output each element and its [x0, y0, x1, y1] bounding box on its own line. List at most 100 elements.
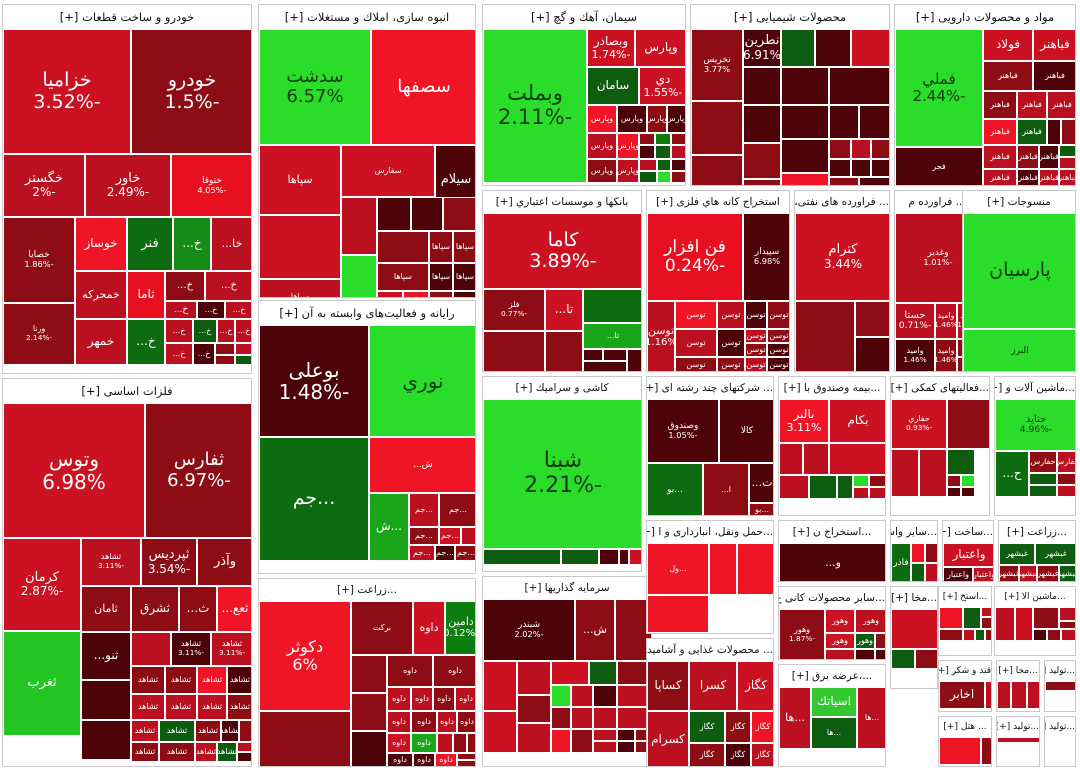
- treemap-tile[interactable]: داوه: [413, 601, 445, 655]
- treemap-tile[interactable]: [975, 629, 985, 641]
- treemap-tile[interactable]: ثشاهد: [197, 694, 227, 720]
- treemap-tile[interactable]: فلز -0.77%: [483, 289, 545, 331]
- sector-cement[interactable]: سیمان، آهك و گچ [+] وبملت -2.11% وبصادر -1.7…: [482, 4, 686, 186]
- treemap-tile[interactable]: [891, 449, 919, 497]
- treemap-tile[interactable]: خ...: [165, 343, 193, 365]
- treemap-tile[interactable]: [443, 197, 475, 231]
- treemap-tile[interactable]: ثشاهد: [131, 742, 159, 762]
- treemap-tile[interactable]: كساپا: [647, 661, 689, 711]
- sector-mining[interactable]: استخراج كانه هاي فلزی [+] فن افزار -0.24% س…: [646, 190, 790, 372]
- sector-transport[interactable]: ...حمل ونقل، انبارداری و ا [+] ...ول: [646, 520, 774, 634]
- treemap-tile[interactable]: [1027, 681, 1039, 709]
- treemap-tile[interactable]: [671, 159, 685, 171]
- treemap-tile[interactable]: خمحرکه: [75, 271, 127, 319]
- sector-title[interactable]: ...سایر واس [+]: [891, 521, 937, 543]
- treemap-tile[interactable]: [829, 105, 859, 139]
- treemap-tile[interactable]: كاما -3.89%: [483, 213, 641, 289]
- sector-title[interactable]: ...مخا [+]: [891, 587, 937, 609]
- treemap-tile[interactable]: غبشهر: [999, 543, 1035, 565]
- treemap-tile[interactable]: خگستر -2%: [3, 154, 85, 217]
- treemap-tile[interactable]: ثغرب: [3, 631, 81, 736]
- treemap-tile[interactable]: [341, 197, 377, 255]
- treemap-tile[interactable]: [919, 449, 947, 497]
- treemap-tile[interactable]: [855, 649, 875, 659]
- treemap-tile[interactable]: [551, 661, 589, 685]
- treemap-tile[interactable]: [781, 67, 829, 105]
- sector-title[interactable]: ...تولید [+]: [1045, 661, 1075, 681]
- treemap-tile[interactable]: داوه: [433, 655, 475, 687]
- treemap-tile[interactable]: ثشاهد: [197, 666, 227, 694]
- treemap-tile[interactable]: داوه: [387, 655, 433, 687]
- treemap-tile[interactable]: فجر: [895, 147, 983, 185]
- treemap-tile[interactable]: دکوثر 6%: [259, 601, 351, 711]
- treemap-tile[interactable]: سپاها: [403, 291, 429, 297]
- treemap-tile[interactable]: ...جم: [409, 545, 435, 561]
- treemap-tile[interactable]: نطرین 6.91%: [743, 29, 781, 67]
- sector-title[interactable]: رایانه و فعالیت‌های وابسته به آن [+]: [259, 301, 475, 325]
- treemap-tile[interactable]: [985, 681, 991, 709]
- sector-power[interactable]: ...سایر محصولات كانی غ [+]وهور-1.87%وهور…: [778, 586, 886, 660]
- treemap-tile[interactable]: [851, 29, 889, 67]
- treemap-tile[interactable]: ثشاهد: [195, 720, 221, 742]
- sector-title[interactable]: قند و شكر [+]: [939, 661, 991, 681]
- treemap-tile[interactable]: غبشهر: [1019, 565, 1037, 581]
- treemap-tile[interactable]: سدشت 6.57%: [259, 29, 371, 145]
- treemap-tile[interactable]: [963, 629, 975, 641]
- treemap-tile[interactable]: [453, 733, 467, 753]
- treemap-tile[interactable]: خمهر: [75, 319, 127, 365]
- treemap-tile[interactable]: داوه: [411, 711, 437, 733]
- treemap-tile[interactable]: [1057, 485, 1075, 497]
- treemap-tile[interactable]: نوري: [369, 325, 475, 437]
- treemap-tile[interactable]: وهور -1.87%: [779, 609, 825, 659]
- treemap-tile[interactable]: ...جم: [409, 493, 439, 527]
- treemap-tile[interactable]: [869, 475, 885, 487]
- treemap-tile[interactable]: [411, 197, 443, 231]
- treemap-tile[interactable]: ش...: [575, 599, 615, 661]
- treemap-tile[interactable]: [939, 607, 963, 629]
- treemap-tile[interactable]: [81, 680, 131, 720]
- treemap-tile[interactable]: [593, 729, 617, 741]
- treemap-tile[interactable]: غبشهر: [1035, 543, 1075, 565]
- treemap-tile[interactable]: فولاد: [983, 29, 1033, 61]
- treemap-tile[interactable]: ت...: [749, 463, 773, 503]
- treemap-tile[interactable]: [829, 67, 889, 105]
- treemap-tile[interactable]: ثشاهد: [131, 666, 165, 694]
- treemap-tile[interactable]: [875, 633, 885, 649]
- treemap-tile[interactable]: [629, 549, 641, 565]
- treemap-tile[interactable]: [237, 742, 251, 752]
- treemap-tile[interactable]: [1029, 473, 1057, 485]
- treemap-tile[interactable]: [627, 349, 641, 371]
- treemap-tile[interactable]: ثاما: [127, 271, 165, 319]
- treemap-tile[interactable]: [351, 655, 387, 693]
- treemap-tile[interactable]: پارسیان: [963, 213, 1075, 329]
- treemap-tile[interactable]: داوه: [411, 687, 433, 711]
- treemap-tile[interactable]: ...جم: [409, 527, 439, 545]
- treemap-tile[interactable]: ثشاهد: [195, 742, 217, 762]
- treemap-tile[interactable]: وهور: [825, 609, 855, 633]
- treemap-tile[interactable]: [855, 301, 889, 337]
- sector-title[interactable]: ...بیمه وصندوق با [+]: [779, 377, 885, 399]
- treemap-tile[interactable]: [377, 231, 429, 263]
- sector-title[interactable]: خودرو و ساخت قطعات [+]: [3, 5, 251, 29]
- sector-title[interactable]: استخراج كانه هاي فلزی [+]: [647, 191, 789, 213]
- sector-title[interactable]: ...فعالیتهای كمكی [+]: [891, 377, 989, 399]
- treemap-tile[interactable]: [981, 617, 991, 629]
- treemap-tile[interactable]: [1047, 119, 1061, 145]
- treemap-tile[interactable]: [239, 720, 251, 742]
- sector-auxact[interactable]: ...فعالیتهای كمكی [+] حفاري -0.93%: [890, 376, 990, 516]
- treemap-tile[interactable]: فباهنر: [983, 145, 1017, 169]
- treemap-tile[interactable]: [571, 685, 593, 707]
- sector-multi[interactable]: ... شركتهای چند رشته ای [+] وصندوق -1.05% ك…: [646, 376, 774, 516]
- treemap-tile[interactable]: فاذر: [891, 543, 911, 581]
- treemap-tile[interactable]: توسن: [745, 301, 767, 329]
- treemap-tile[interactable]: ثشاهد: [159, 720, 195, 742]
- treemap-tile[interactable]: كترام 3.44%: [795, 213, 889, 301]
- treemap-tile[interactable]: ش...: [369, 437, 475, 493]
- sector-title[interactable]: مواد و محصولات دارویی [+]: [895, 5, 1075, 29]
- treemap-tile[interactable]: حفاري -0.93%: [891, 399, 947, 449]
- treemap-tile[interactable]: ...ها: [779, 687, 811, 749]
- sector-realestate[interactable]: انبوه سازی، املاك و مستغلات [+] سدشت 6.57%…: [258, 4, 476, 298]
- treemap-tile[interactable]: وپارس: [617, 159, 639, 183]
- treemap-tile[interactable]: خ...: [165, 301, 197, 319]
